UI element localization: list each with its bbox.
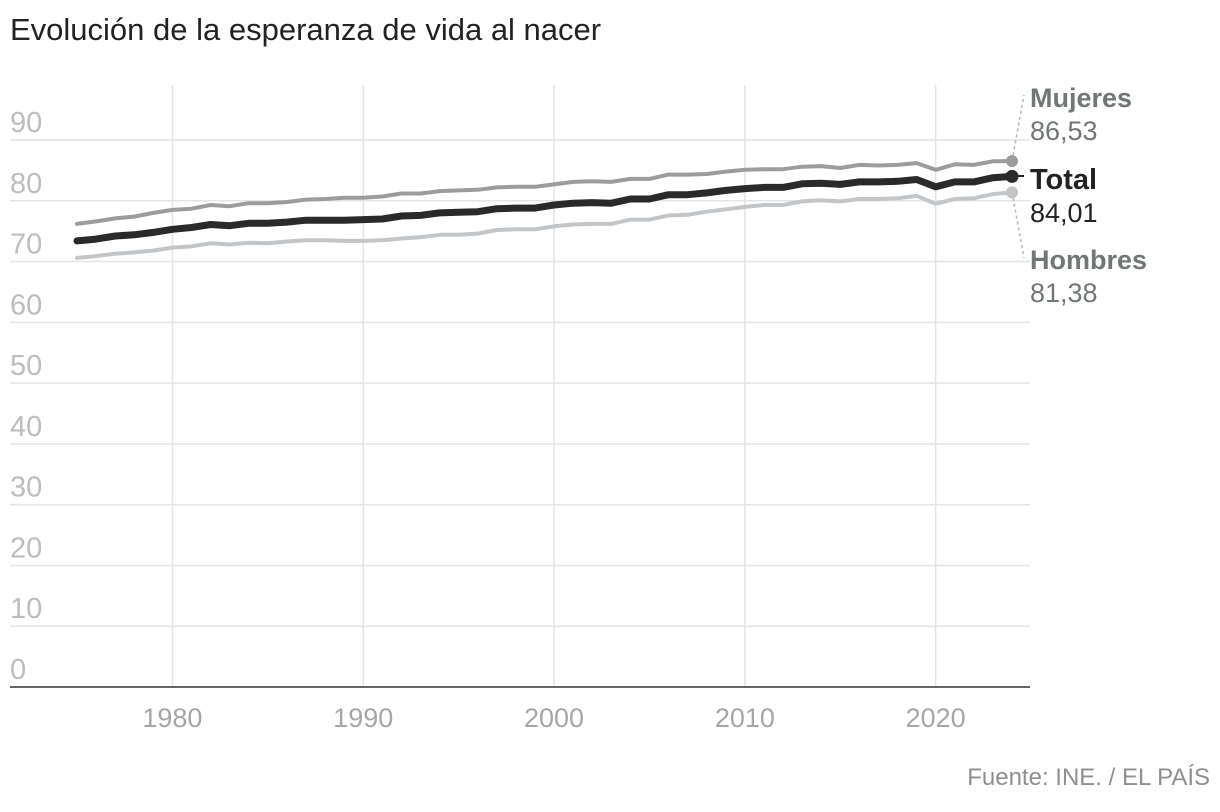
y-tick-label-40: 40 [10, 411, 42, 443]
series-value-mujeres: 86,53 [1030, 116, 1098, 146]
leader-line-mujeres [1011, 94, 1025, 162]
end-point-mujeres [1006, 155, 1018, 168]
y-tick-label-50: 50 [10, 350, 42, 382]
y-tick-label-90: 90 [10, 107, 42, 139]
chart-title: Evolución de la esperanza de vida al nac… [10, 12, 602, 47]
y-tick-label-20: 20 [10, 532, 42, 564]
y-tick-label-30: 30 [10, 472, 42, 504]
end-point-hombres [1006, 186, 1018, 199]
series-line-hombres [75, 190, 1014, 260]
y-tick-label-70: 70 [10, 229, 42, 261]
x-tick-label-1980: 1980 [142, 703, 202, 733]
y-axis-ticks: 0 10 20 30 40 50 60 70 80 90 [10, 107, 42, 686]
x-tick-label-2020: 2020 [906, 703, 966, 733]
series-value-hombres: 81,38 [1030, 278, 1098, 308]
gridlines [10, 85, 1030, 687]
leader-line-hombres [1011, 191, 1025, 259]
y-tick-label-10: 10 [10, 593, 42, 625]
x-tick-label-1990: 1990 [333, 703, 393, 733]
series-line-mujeres [75, 159, 1014, 226]
series-label-mujeres: Mujeres [1030, 83, 1132, 113]
source-note: Fuente: INE. / EL PAÍS [967, 764, 1210, 791]
x-tick-label-2000: 2000 [524, 703, 584, 733]
series-label-hombres: Hombres [1030, 245, 1147, 275]
y-tick-label-80: 80 [10, 168, 42, 200]
end-point-total [1005, 169, 1019, 183]
x-axis-ticks: 1980 1990 2000 2010 2020 [142, 703, 965, 733]
series-line-total [73, 172, 1016, 245]
series-label-total: Total [1030, 164, 1097, 196]
series-value-total: 84,01 [1030, 198, 1098, 228]
y-tick-label-60: 60 [10, 289, 42, 321]
x-tick-label-2010: 2010 [715, 703, 775, 733]
series-lines [73, 159, 1016, 260]
y-tick-label-0: 0 [10, 654, 26, 686]
